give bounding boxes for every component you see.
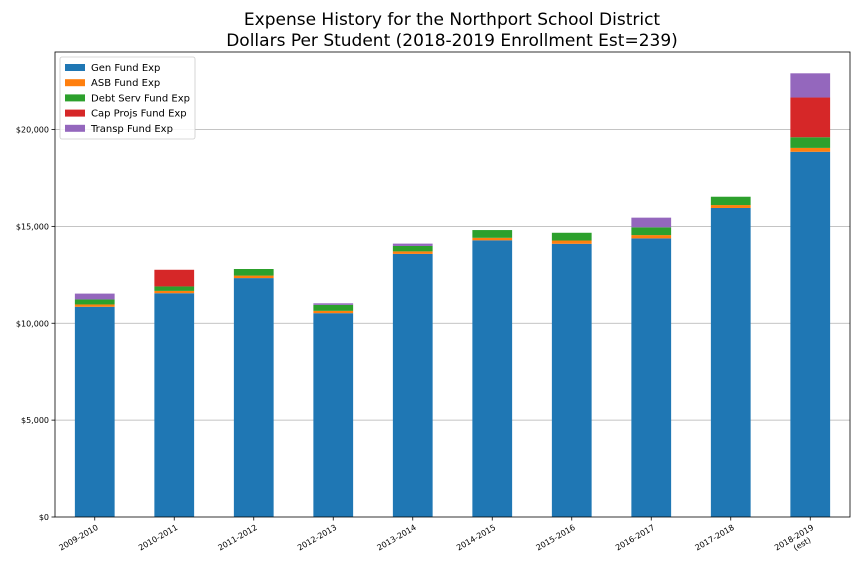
legend-swatch-debt-serv-fund-exp [65, 94, 85, 102]
x-tick-label-line: 2014-2015 [455, 523, 497, 553]
bar-debt-serv-fund-exp-2018-2019-est [790, 137, 831, 148]
bar-asb-fund-exp-2011-2012 [233, 275, 274, 279]
bar-gen-fund-exp-2017-2018 [710, 207, 751, 517]
bar-asb-fund-exp-2014-2015 [472, 237, 513, 241]
bar-debt-serv-fund-exp-2013-2014 [392, 245, 433, 252]
x-tick-label-line: 2016-2017 [614, 523, 656, 553]
bar-gen-fund-exp-2010-2011 [154, 293, 195, 517]
x-tick-label-2018-2019-est: 2018-2019(est) [773, 523, 820, 561]
y-tick-label-10000: $10,000 [16, 319, 49, 328]
bar-transp-fund-exp-2016-2017 [631, 217, 672, 228]
legend-label-cap-projs-fund-exp: Cap Projs Fund Exp [91, 109, 187, 120]
x-tick-label-2009-2010: 2009-2010 [57, 523, 99, 553]
bar-debt-serv-fund-exp-2010-2011 [154, 286, 195, 291]
plot-frame [54, 51, 851, 518]
x-tick-label-2014-2015: 2014-2015 [455, 523, 497, 553]
x-tick-label-line: 2017-2018 [693, 523, 735, 553]
bar-transp-fund-exp-2009-2010 [74, 293, 115, 300]
legend-label-gen-fund-exp: Gen Fund Exp [91, 63, 160, 74]
bar-debt-serv-fund-exp-2016-2017 [631, 227, 672, 236]
bar-asb-fund-exp-2017-2018 [710, 205, 751, 208]
x-tick-label-2016-2017: 2016-2017 [614, 523, 656, 553]
x-tick-label-2015-2016: 2015-2016 [534, 523, 576, 553]
x-tick-label-line: 2011-2012 [216, 523, 258, 553]
bar-asb-fund-exp-2018-2019-est [790, 147, 831, 152]
legend-swatch-asb-fund-exp [65, 79, 85, 87]
x-tick-label-line: 2015-2016 [534, 523, 576, 553]
bar-gen-fund-exp-2018-2019-est [790, 151, 831, 517]
bar-transp-fund-exp-2018-2019-est [790, 73, 831, 98]
bar-cap-projs-fund-exp-2018-2019-est [790, 97, 831, 138]
bars [74, 73, 831, 517]
y-tick-label-0: $0 [39, 513, 49, 522]
axes [54, 51, 851, 518]
legend-label-transp-fund-exp: Transp Fund Exp [90, 124, 173, 135]
bar-asb-fund-exp-2013-2014 [392, 251, 433, 254]
legend: Gen Fund Exp ASB Fund Exp Debt Serv Fund E… [59, 56, 196, 140]
bar-gen-fund-exp-2012-2013 [313, 313, 354, 517]
legend-label-debt-serv-fund-exp: Debt Serv Fund Exp [91, 93, 190, 104]
bar-gen-fund-exp-2015-2016 [551, 243, 592, 517]
bar-transp-fund-exp-2012-2013 [313, 303, 354, 305]
chart-title: Expense History for the Northport School… [244, 10, 661, 30]
bar-debt-serv-fund-exp-2012-2013 [313, 304, 354, 311]
bar-gen-fund-exp-2014-2015 [472, 240, 513, 517]
chart-subtitle: Dollars Per Student (2018-2019 Enrollmen… [226, 31, 678, 51]
bar-asb-fund-exp-2010-2011 [154, 290, 195, 294]
bar-gen-fund-exp-2016-2017 [631, 238, 672, 517]
bar-debt-serv-fund-exp-2014-2015 [472, 230, 513, 238]
x-tick-label-2017-2018: 2017-2018 [693, 523, 735, 553]
bar-debt-serv-fund-exp-2015-2016 [551, 232, 592, 241]
bar-asb-fund-exp-2016-2017 [631, 235, 672, 239]
x-tick-label-line: 2012-2013 [296, 523, 338, 553]
x-tick-label-2013-2014: 2013-2014 [375, 523, 417, 553]
y-tick-label-20000: $20,000 [16, 126, 49, 135]
bar-gen-fund-exp-2009-2010 [74, 306, 115, 517]
x-tick-label-line: 2009-2010 [57, 523, 99, 553]
bar-debt-serv-fund-exp-2009-2010 [74, 299, 115, 305]
legend-swatch-cap-projs-fund-exp [65, 109, 85, 117]
bar-debt-serv-fund-exp-2017-2018 [710, 196, 751, 206]
legend-swatch-transp-fund-exp [65, 124, 85, 132]
legend-label-asb-fund-exp: ASB Fund Exp [91, 78, 160, 89]
x-tick-label-2011-2012: 2011-2012 [216, 523, 258, 553]
y-tick-label-5000: $5,000 [21, 416, 49, 425]
bar-debt-serv-fund-exp-2011-2012 [233, 269, 274, 276]
y-tick-label-15000: $15,000 [16, 222, 49, 231]
bar-asb-fund-exp-2009-2010 [74, 304, 115, 307]
x-tick-label-2010-2011: 2010-2011 [137, 523, 179, 553]
legend-swatch-gen-fund-exp [65, 64, 85, 71]
x-tick-label-line: 2010-2011 [137, 523, 179, 553]
bar-cap-projs-fund-exp-2010-2011 [154, 269, 195, 287]
x-tick-label-line: 2013-2014 [375, 523, 417, 553]
x-tick-label-2012-2013: 2012-2013 [296, 523, 338, 553]
bar-gen-fund-exp-2013-2014 [392, 253, 433, 517]
bar-transp-fund-exp-2013-2014 [392, 243, 433, 246]
bar-gen-fund-exp-2011-2012 [233, 278, 274, 517]
bar-asb-fund-exp-2015-2016 [551, 240, 592, 244]
bar-asb-fund-exp-2012-2013 [313, 310, 354, 314]
legend-box [59, 56, 196, 140]
